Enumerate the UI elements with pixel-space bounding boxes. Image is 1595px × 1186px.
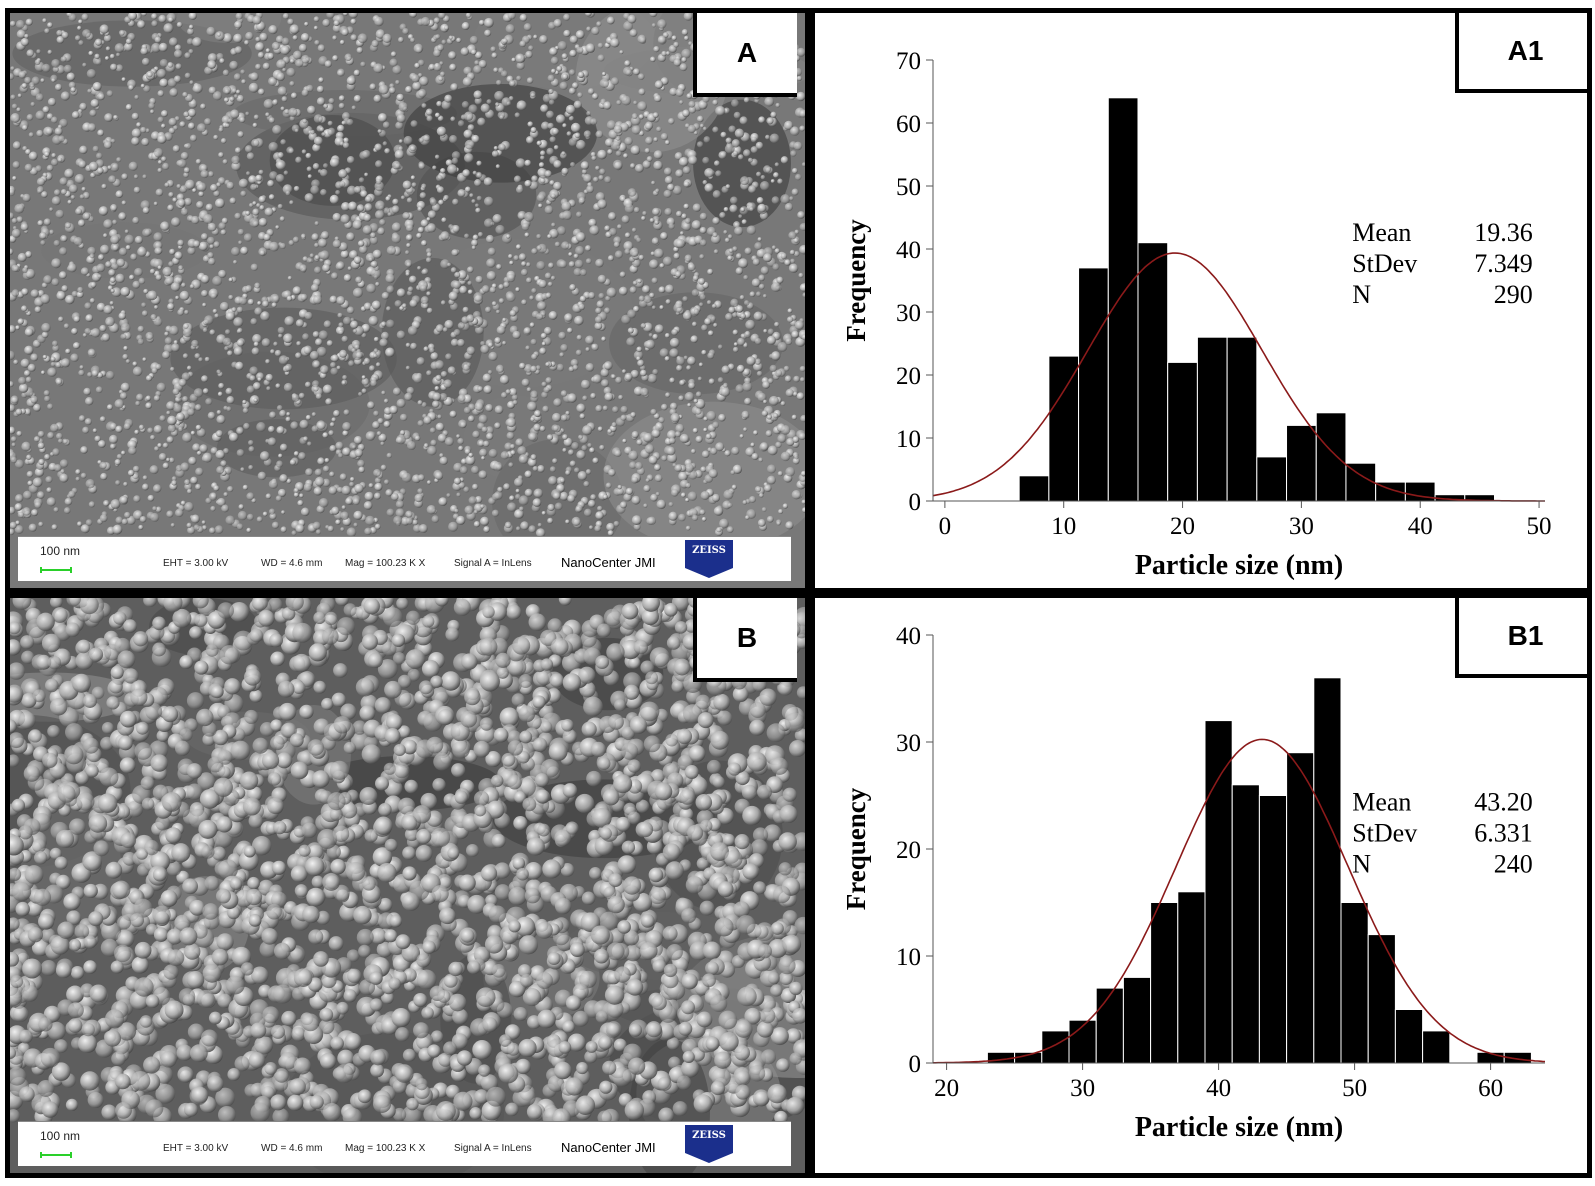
y-tick-label: 30 xyxy=(896,730,921,757)
zeiss-logo: ZEISS xyxy=(685,540,733,578)
wd-value: WD = 4.6 mm xyxy=(261,1143,323,1154)
stats-label: N xyxy=(1352,849,1371,878)
stats-value: 43.20 xyxy=(1474,787,1533,816)
sem-micrograph-a xyxy=(10,13,805,588)
y-tick-label: 0 xyxy=(909,489,922,516)
y-tick-label: 40 xyxy=(896,623,921,650)
signal-value: Signal A = InLens xyxy=(454,1143,532,1154)
histogram-bar xyxy=(1068,1019,1097,1064)
stats-value: 290 xyxy=(1494,280,1533,309)
histogram-bar xyxy=(1107,97,1139,502)
mag-value: Mag = 100.23 K X xyxy=(345,558,426,569)
scale-bar xyxy=(40,567,72,573)
histogram-bar xyxy=(1177,891,1206,1064)
stats-value: 19.36 xyxy=(1474,218,1533,247)
y-tick-label: 70 xyxy=(896,48,921,75)
sem-micrograph-b xyxy=(10,598,805,1173)
histogram-bar xyxy=(1345,462,1377,502)
histogram-bar xyxy=(1340,902,1369,1064)
panel-label-b1: B1 xyxy=(1455,598,1587,678)
y-axis-label: Frequency xyxy=(841,219,871,342)
histogram-bar xyxy=(1313,677,1342,1064)
stats-label: StDev xyxy=(1352,818,1417,847)
histogram-bar xyxy=(1204,720,1233,1064)
wd-value: WD = 4.6 mm xyxy=(261,558,323,569)
y-axis-label: Frequency xyxy=(841,787,871,910)
histogram-bar xyxy=(1137,242,1169,502)
sem-info-bar-a: 100 nm EHT = 3.00 kV WD = 4.6 mm Mag = 1… xyxy=(18,536,791,581)
histogram-bar xyxy=(1122,976,1152,1064)
histogram-bar xyxy=(1256,456,1288,502)
lab-name: NanoCenter JMI xyxy=(561,555,656,570)
x-tick-label: 30 xyxy=(1289,513,1314,540)
y-tick-label: 20 xyxy=(896,363,921,390)
x-tick-label: 40 xyxy=(1206,1075,1231,1102)
histogram-bar xyxy=(1095,987,1124,1064)
eht-value: EHT = 3.00 kV xyxy=(163,1143,229,1154)
stats-value: 6.331 xyxy=(1474,818,1533,847)
histogram-bar xyxy=(1018,475,1050,502)
histogram-bar xyxy=(1078,267,1109,502)
histogram-bar xyxy=(1196,336,1228,502)
x-tick-label: 60 xyxy=(1478,1075,1503,1102)
histogram-bar xyxy=(1258,795,1288,1064)
y-tick-label: 20 xyxy=(896,837,921,864)
x-axis-label: Particle size (nm) xyxy=(1135,1112,1343,1143)
x-tick-label: 20 xyxy=(934,1075,959,1102)
histogram-bar xyxy=(1167,361,1198,502)
histogram-panel-b1: 0 10 20 30 40 20 30 40 50 60 Particle size (nm) Fre… xyxy=(810,593,1592,1178)
stats-label: Mean xyxy=(1352,218,1411,247)
scale-label: 100 nm xyxy=(40,1129,81,1143)
x-tick-label: 20 xyxy=(1170,513,1195,540)
panel-label-b: B xyxy=(693,598,797,682)
histogram-bar xyxy=(1231,784,1260,1064)
y-tick-label: 10 xyxy=(896,426,921,453)
panel-label-a1: A1 xyxy=(1455,13,1587,93)
histogram-bar xyxy=(1394,1009,1424,1064)
y-tick-label: 10 xyxy=(896,944,921,971)
x-axis-label: Particle size (nm) xyxy=(1135,550,1343,581)
y-tick-label: 50 xyxy=(896,174,921,201)
y-tick-label: 0 xyxy=(909,1051,922,1078)
y-tick-label: 40 xyxy=(896,237,921,264)
x-tick-label: 40 xyxy=(1408,513,1433,540)
stats-value: 240 xyxy=(1494,849,1533,878)
sem-info-bar-b: 100 nm EHT = 3.00 kV WD = 4.6 mm Mag = 1… xyxy=(18,1121,791,1166)
zeiss-logo: ZEISS xyxy=(685,1125,733,1163)
histogram-bar xyxy=(1367,934,1396,1064)
mag-value: Mag = 100.23 K X xyxy=(345,1143,426,1154)
lab-name: NanoCenter JMI xyxy=(561,1140,656,1155)
panel-label-a: A xyxy=(693,13,797,97)
histogram-chart-b1: 0 10 20 30 40 20 30 40 50 60 Particle size (nm) Fre… xyxy=(841,623,1546,1143)
x-tick-label: 50 xyxy=(1527,513,1552,540)
histogram-bar xyxy=(1041,1030,1070,1064)
histogram-panel-a1: 0 10 20 30 40 50 60 70 0 10 20 30 40 50 Particle size … xyxy=(810,8,1592,593)
histogram-bar xyxy=(1286,752,1315,1064)
sem-image-panel-b: 100 nm EHT = 3.00 kV WD = 4.6 mm Mag = 1… xyxy=(5,593,810,1178)
histogram-bar xyxy=(1422,1030,1451,1064)
histogram-bar xyxy=(1150,902,1179,1064)
stats-label: N xyxy=(1352,280,1371,309)
histogram-bar xyxy=(1315,412,1347,502)
x-tick-label: 0 xyxy=(939,513,952,540)
histogram-bar xyxy=(1226,336,1258,502)
histogram-bar xyxy=(1048,355,1080,502)
stats-label: Mean xyxy=(1352,787,1411,816)
x-tick-label: 10 xyxy=(1051,513,1076,540)
histogram-bar xyxy=(1286,424,1317,502)
x-tick-label: 30 xyxy=(1070,1075,1095,1102)
scale-bar xyxy=(40,1152,72,1158)
stats-value: 7.349 xyxy=(1474,249,1533,278)
signal-value: Signal A = InLens xyxy=(454,558,532,569)
x-tick-label: 50 xyxy=(1342,1075,1367,1102)
scale-label: 100 nm xyxy=(40,544,81,558)
sem-image-panel-a: 100 nm EHT = 3.00 kV WD = 4.6 mm Mag = 1… xyxy=(5,8,810,593)
normal-fit-curve xyxy=(932,252,1545,502)
y-tick-label: 30 xyxy=(896,300,921,327)
y-tick-label: 60 xyxy=(896,111,921,138)
eht-value: EHT = 3.00 kV xyxy=(163,558,229,569)
normal-fit-curve xyxy=(933,738,1546,1064)
histogram-chart-a1: 0 10 20 30 40 50 60 70 0 10 20 30 40 50 Particle size … xyxy=(841,48,1552,581)
stats-label: StDev xyxy=(1352,249,1417,278)
